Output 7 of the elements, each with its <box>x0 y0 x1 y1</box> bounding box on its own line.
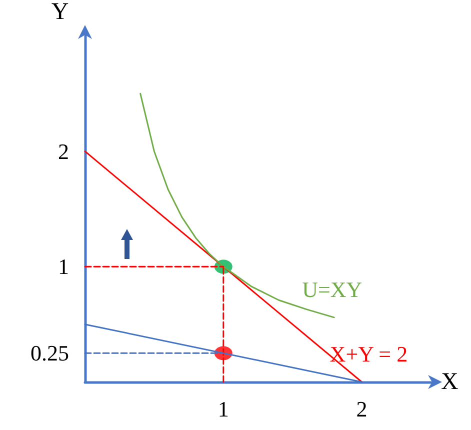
y-axis-title: Y <box>51 0 69 25</box>
y-tick-label: 2 <box>58 138 69 164</box>
y-tick-label: 0.25 <box>30 340 69 366</box>
x-axis-title: X <box>441 369 458 395</box>
y-tick-label: 1 <box>58 254 69 280</box>
series-label: X+Y = 2 <box>330 342 408 366</box>
series-label: U=XY <box>302 276 362 302</box>
